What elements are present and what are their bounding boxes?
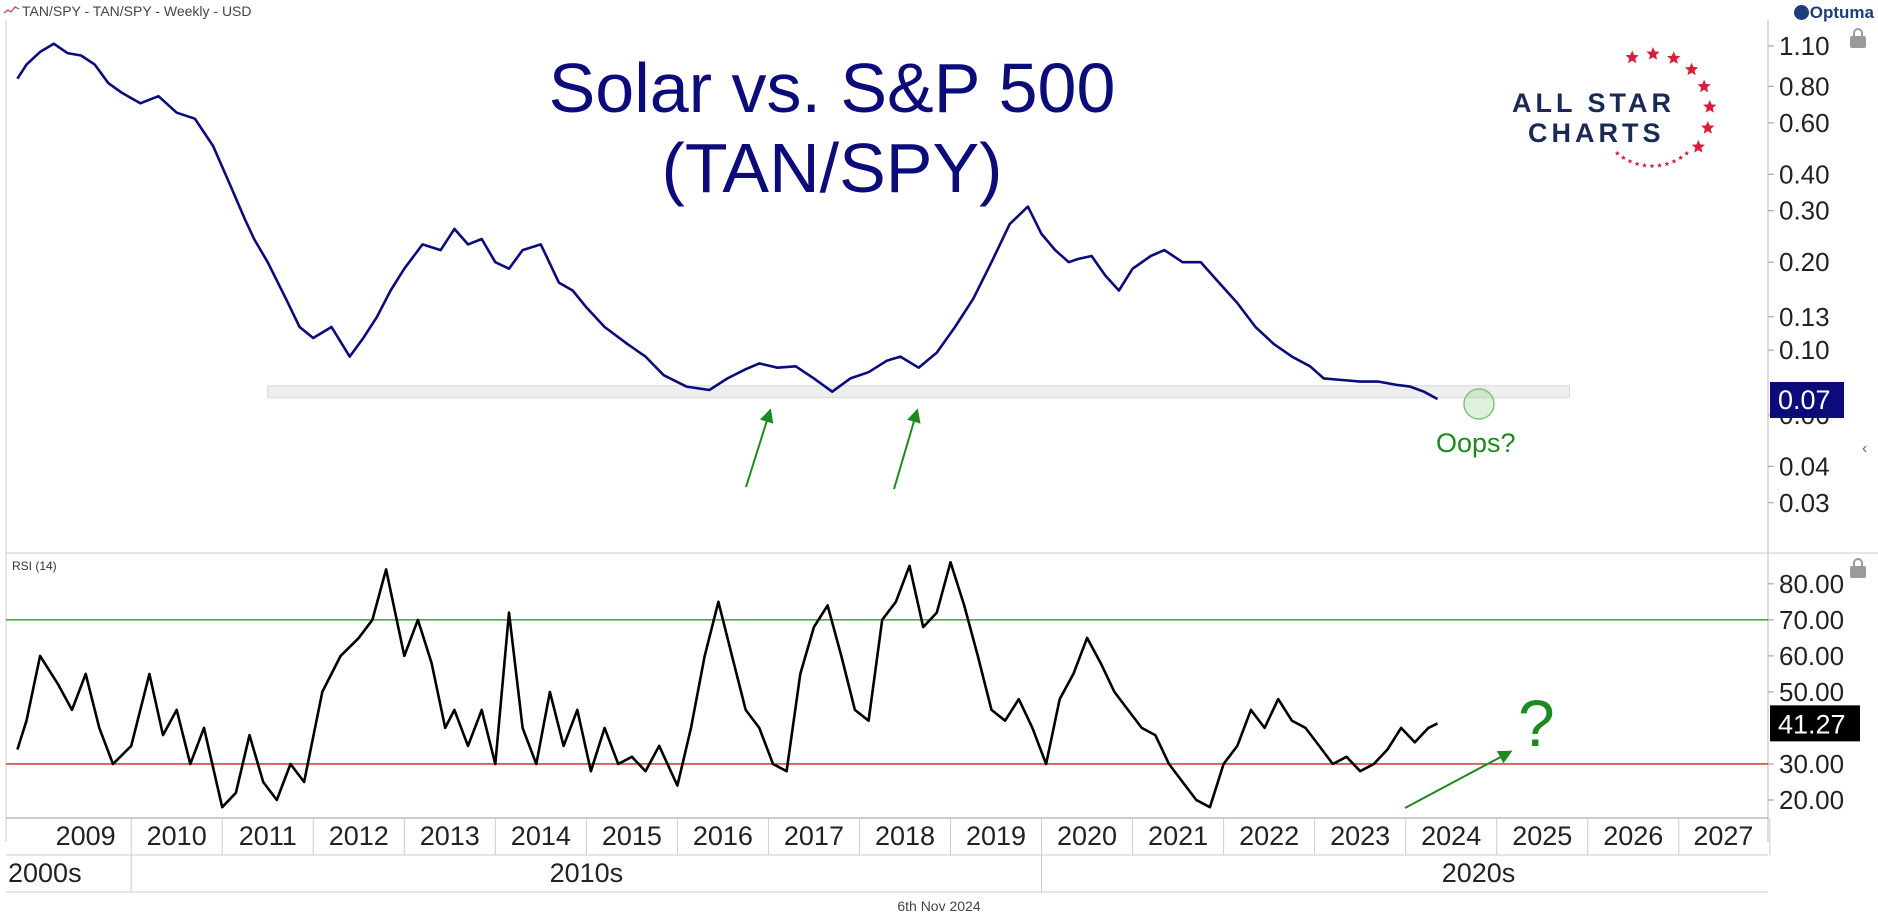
annotation-oops: Oops?: [1436, 428, 1516, 458]
logo-dot-star: [1620, 155, 1626, 160]
optuma-logo-text: Optuma: [1809, 3, 1874, 22]
rsi-tick-label: 20.00: [1779, 785, 1844, 815]
year-tick-label: 2023: [1330, 821, 1390, 851]
year-tick-label: 2009: [56, 821, 116, 851]
price-tick-label: 0.13: [1779, 302, 1830, 332]
logo-dot-star: [1642, 162, 1647, 168]
logo-star: [1701, 121, 1715, 134]
rsi-tick-label: 80.00: [1779, 569, 1844, 599]
year-tick-label: 2024: [1421, 821, 1481, 851]
logo-dot-star: [1627, 158, 1633, 164]
brand-line2: CHARTS: [1528, 118, 1665, 148]
logo-star: [1667, 51, 1681, 64]
price-tick-label: 0.30: [1779, 196, 1830, 226]
rsi-tick-label: 70.00: [1779, 605, 1844, 635]
support-zone: [267, 385, 1571, 399]
brand-text: ALL STAR CHARTS: [1512, 88, 1675, 148]
price-tick-label: 0.10: [1779, 335, 1830, 365]
x-axis: 2009 2010 2011 2012 2013 2014 2015 2016 2017 2018…: [6, 817, 1771, 893]
chart-title: Solar vs. S&P 500 (TAN/SPY): [549, 48, 1116, 208]
logo-star: [1646, 47, 1660, 60]
year-tick-label: 2011: [239, 821, 297, 851]
rsi-tick-label: 30.00: [1779, 749, 1844, 779]
logo-star: [1691, 139, 1705, 153]
rsi-tick-label: 60.00: [1779, 641, 1844, 671]
price-tick-label: 0.20: [1779, 247, 1830, 277]
annotations: [745, 388, 1513, 809]
year-tick-label: 2022: [1239, 821, 1299, 851]
price-tick-label: 0.04: [1779, 451, 1830, 481]
logo-dot-star: [1664, 161, 1670, 166]
year-tick-label: 2012: [329, 821, 389, 851]
logo-dot-star: [1634, 161, 1640, 166]
all-star-charts-logo: [1614, 47, 1717, 169]
year-tick-label: 2021: [1148, 821, 1208, 851]
price-series-line: [16, 42, 1439, 401]
year-tick-label: 2026: [1603, 821, 1663, 851]
price-tick-label: 0.40: [1779, 159, 1830, 189]
decade-label: 2000s: [8, 858, 82, 888]
footer-date: 6th Nov 2024: [897, 898, 981, 914]
price-tick-label: 0.60: [1779, 108, 1830, 138]
price-last-value-box: [1770, 381, 1844, 418]
price-tick-label: 0.80: [1779, 71, 1830, 101]
logo-star: [1625, 50, 1639, 64]
price-tick-label: 1.10: [1779, 31, 1830, 61]
year-tick-label: 2016: [693, 821, 753, 851]
price-last-value-label: 0.07: [1778, 385, 1831, 415]
year-tick-label: 2027: [1693, 821, 1753, 851]
logo-star: [1684, 62, 1699, 76]
year-tick-label: 2014: [511, 821, 571, 851]
panel-frames: [5, 20, 1878, 842]
optuma-icon: [1793, 5, 1809, 20]
optuma-logo: Optuma: [1793, 3, 1874, 23]
logo-star: [1697, 79, 1711, 93]
chart-header-title: TAN/SPY - TAN/SPY - Weekly - USD: [22, 3, 252, 19]
year-tick-label: 2020: [1057, 821, 1117, 851]
rsi-panel: 80.00 70.00 60.00 50.00 30.00 20.00 41.27: [6, 560, 1860, 815]
chevron-left-icon[interactable]: ‹: [1862, 440, 1868, 457]
year-tick-label: 2017: [784, 821, 844, 851]
rsi-series-line: [16, 560, 1439, 809]
price-panel: 1.100.800.600.400.300.200.130.100.060.04…: [16, 31, 1844, 518]
logo-dot-star: [1671, 158, 1677, 164]
lock-icon[interactable]: [1850, 28, 1866, 48]
decade-label: 2020s: [1442, 858, 1516, 888]
logo-dot-star: [1678, 155, 1684, 160]
rsi-panel-label: RSI (14): [12, 559, 57, 573]
year-tick-label: 2015: [602, 821, 662, 851]
breakdown-highlight-circle: [1463, 388, 1495, 420]
price-tick-label: 0.03: [1779, 488, 1830, 518]
rsi-last-value-box: [1770, 705, 1860, 742]
brand-line1: ALL STAR: [1512, 88, 1675, 118]
year-tick-label: 2025: [1512, 821, 1572, 851]
annotation-arrow: [893, 408, 921, 490]
annotation-question: ?: [1518, 686, 1555, 760]
year-tick-label: 2018: [875, 821, 935, 851]
year-tick-label: 2019: [966, 821, 1026, 851]
logo-dot-star: [1614, 150, 1620, 156]
decade-label: 2010s: [550, 858, 624, 888]
logo-dot-star: [1684, 150, 1690, 156]
year-tick-label: 2010: [147, 821, 207, 851]
logo-dot-star: [1657, 162, 1662, 168]
lock-icon[interactable]: [1850, 558, 1866, 578]
annotation-arrow: [745, 408, 774, 488]
rsi-tick-label: 50.00: [1779, 677, 1844, 707]
logo-dot-star: [1649, 163, 1655, 169]
chart-type-icon: [4, 6, 19, 14]
logo-star: [1703, 99, 1717, 113]
year-tick-label: 2013: [420, 821, 480, 851]
annotation-arrow: [1404, 750, 1513, 809]
chart-title-line1: Solar vs. S&P 500: [548, 49, 1116, 127]
rsi-last-value-label: 41.27: [1778, 709, 1846, 739]
chart-title-line2: (TAN/SPY): [661, 129, 1003, 207]
